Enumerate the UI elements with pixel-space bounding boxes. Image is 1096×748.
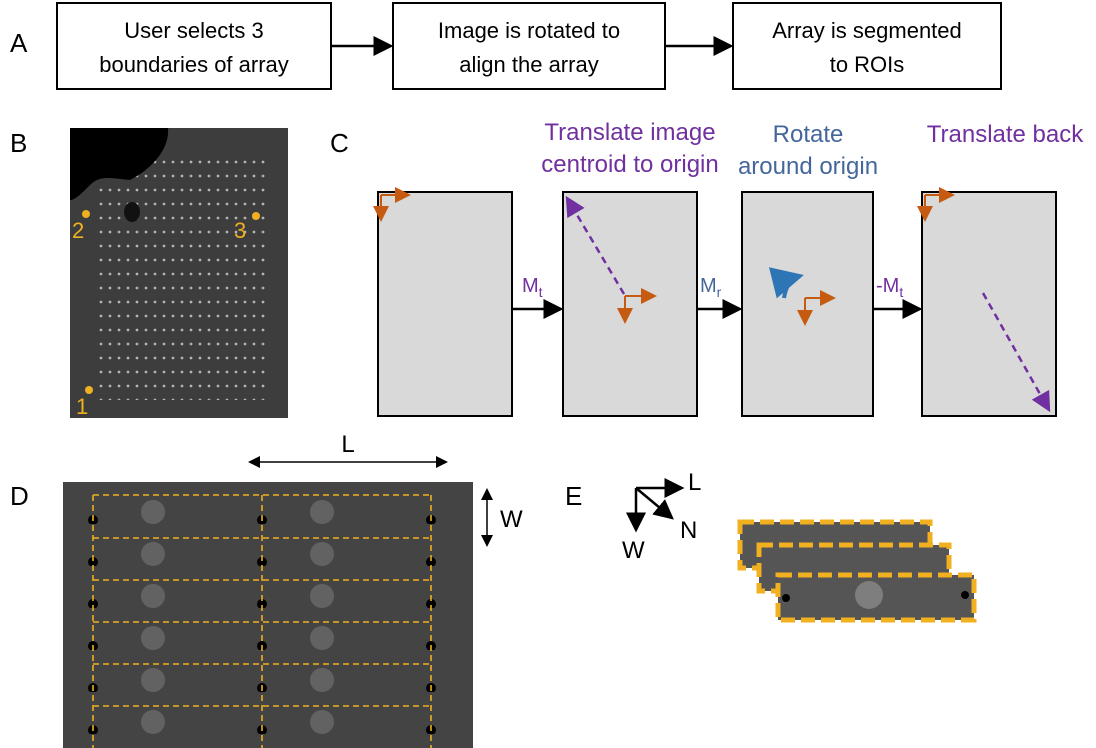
axis-label: L	[688, 469, 701, 496]
panel-label: D	[10, 481, 29, 511]
array-image	[63, 482, 473, 748]
step-title: centroid to origin	[541, 151, 718, 178]
step-text: Array is segmented	[772, 18, 962, 43]
boundary-point	[82, 210, 90, 218]
figure: A User selects 3 boundaries of array Ima…	[0, 0, 1096, 748]
flow-box: User selects 3 boundaries of array Image…	[57, 3, 1001, 89]
step-text: boundaries of array	[99, 52, 289, 77]
operator-subscript: t	[899, 284, 903, 300]
panel-label: E	[565, 481, 582, 511]
operator: Mr	[700, 275, 722, 300]
operator-subscript: r	[717, 284, 722, 300]
operator: -Mt	[876, 275, 903, 300]
image-frame	[378, 192, 1056, 416]
operator-symbol: M	[700, 275, 717, 297]
step-text: User selects 3	[124, 18, 263, 43]
panel-label: B	[10, 128, 27, 158]
dimension-label: L	[341, 431, 354, 458]
point-label: 3	[234, 218, 246, 243]
panel-label: C	[330, 128, 349, 158]
step-title: Rotate	[773, 121, 844, 148]
operator: Mt	[522, 275, 543, 300]
point-label: 1	[76, 394, 88, 419]
operator-symbol: -M	[876, 275, 899, 297]
well-spot	[961, 591, 969, 599]
step-title: Translate back	[927, 121, 1085, 148]
panel-label: A	[10, 28, 28, 58]
axis-label: W	[622, 537, 645, 564]
axes-icon	[636, 488, 682, 530]
step-text: to ROIs	[830, 52, 905, 77]
well-spot	[855, 581, 883, 609]
point-label: 2	[72, 218, 84, 243]
step-text: Image is rotated to	[438, 18, 620, 43]
step-title: Translate image	[544, 119, 715, 146]
step-title: around origin	[738, 153, 878, 180]
well-spot	[782, 594, 790, 602]
operator-symbol: M	[522, 275, 539, 297]
boundary-point	[85, 386, 93, 394]
axis-label: N	[680, 517, 697, 544]
step-text: align the array	[459, 52, 598, 77]
operator-subscript: t	[539, 284, 543, 300]
roi-stack	[740, 522, 974, 620]
array-image	[70, 128, 288, 418]
dimension-label: W	[500, 506, 523, 533]
boundary-point	[252, 212, 260, 220]
